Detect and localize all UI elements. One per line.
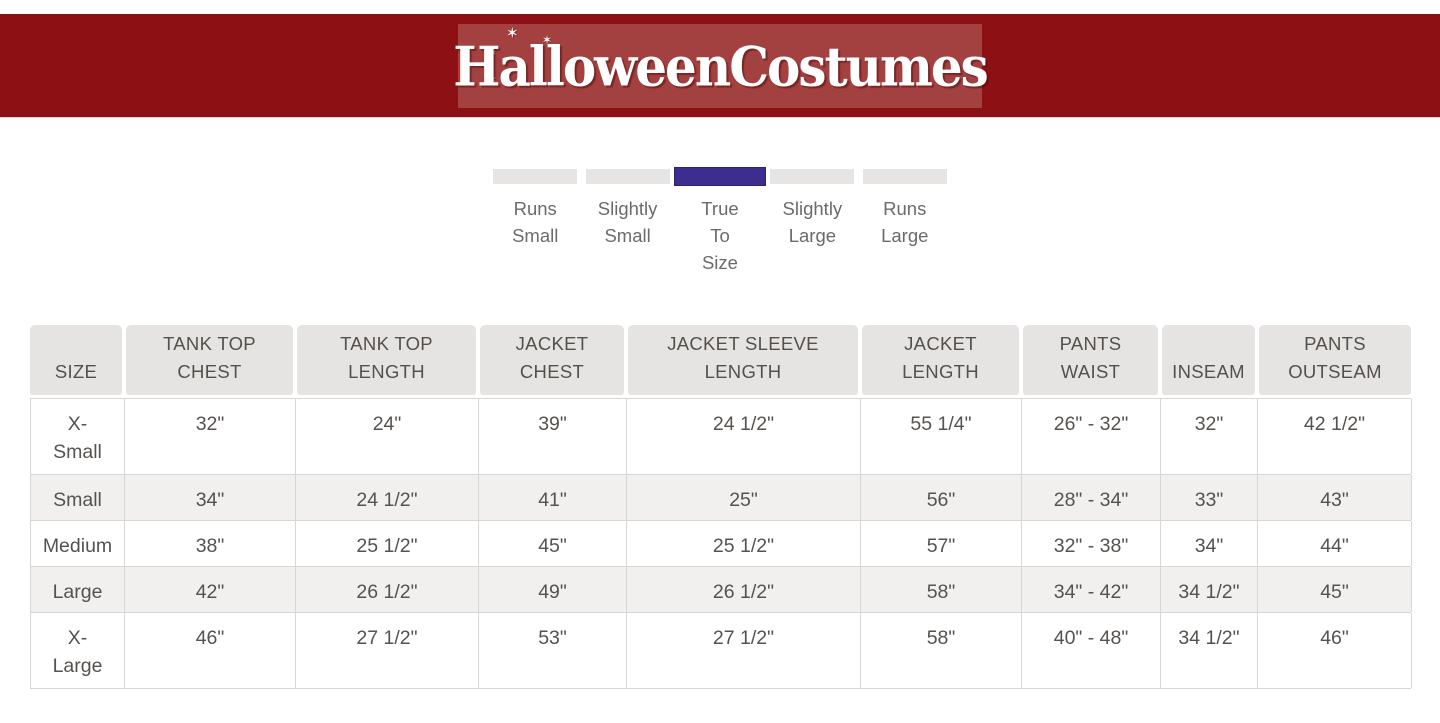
measurement-cell: 34 1/2" [1161, 613, 1258, 688]
measurement-cell: 57" [861, 521, 1022, 566]
fit-scale-section: Runs Small Slightly Small True To Size Slig… [0, 167, 1440, 276]
measurement-cell: 26" - 32" [1022, 399, 1161, 474]
table-body: X- Small 32" 24" 39" 24 1/2" 55 1/4" 26" - 32"… [30, 398, 1412, 689]
table-row: X- Small 32" 24" 39" 24 1/2" 55 1/4" 26" - 32"… [30, 398, 1412, 474]
column-header: TANK TOP LENGTH [297, 325, 476, 395]
measurement-cell: 55 1/4" [861, 399, 1022, 474]
measurement-cell: 58" [861, 567, 1022, 612]
measurement-cell: 42" [125, 567, 296, 612]
measurement-cell: 34" [125, 475, 296, 520]
measurement-cell: 25" [627, 475, 861, 520]
measurement-cell: 32" [125, 399, 296, 474]
measurement-cell: 39" [479, 399, 627, 474]
column-header: INSEAM [1162, 325, 1255, 395]
size-chart-table: SIZE TANK TOP CHEST TANK TOP LENGTH JACKET … [30, 325, 1412, 689]
measurement-cell: 32" - 38" [1022, 521, 1161, 566]
size-chart-page: ✶ ✶ ✶ ✶ HalloweenCostumes Runs Small Slig… [0, 14, 1440, 689]
star-icon: ✶ [489, 48, 497, 58]
measurement-cell: 24 1/2" [296, 475, 479, 520]
table-header-row: SIZE TANK TOP CHEST TANK TOP LENGTH JACKET … [30, 325, 1411, 398]
fit-option-4: Runs Large [859, 167, 951, 276]
measurement-cell: 45" [1258, 567, 1412, 612]
measurement-cell: 26 1/2" [296, 567, 479, 612]
measurement-cell: 25 1/2" [296, 521, 479, 566]
fit-bar-slot [489, 167, 581, 186]
fit-option-1: Slightly Small [581, 167, 673, 276]
column-header: JACKET CHEST [480, 325, 624, 395]
size-cell: Small [31, 475, 125, 520]
column-header: PANTS WAIST [1023, 325, 1158, 395]
measurement-cell: 45" [479, 521, 627, 566]
fit-bar-slot [673, 167, 766, 186]
fit-bar [585, 169, 670, 184]
measurement-cell: 56" [861, 475, 1022, 520]
column-header: JACKET LENGTH [862, 325, 1019, 395]
measurement-cell: 46" [125, 613, 296, 688]
size-cell: X- Large [31, 613, 125, 688]
measurement-cell: 33" [1161, 475, 1258, 520]
measurement-cell: 28" - 34" [1022, 475, 1161, 520]
site-logo[interactable]: ✶ ✶ ✶ ✶ HalloweenCostumes [453, 24, 989, 108]
measurement-cell: 32" [1161, 399, 1258, 474]
measurement-cell: 38" [125, 521, 296, 566]
table-row: Small 34" 24 1/2" 41" 25" 56" 28" - 34" 33" 43" [30, 474, 1412, 520]
fit-option-0: Runs Small [489, 167, 581, 276]
column-header: TANK TOP CHEST [126, 325, 293, 395]
fit-option-label: Runs Large [881, 198, 929, 246]
star-icon: ✶ [506, 25, 519, 42]
size-cell: Large [31, 567, 125, 612]
measurement-cell: 26 1/2" [627, 567, 861, 612]
measurement-cell: 42 1/2" [1258, 399, 1412, 474]
fit-bar-slot [859, 167, 951, 186]
fit-scale-indicator: Runs Small Slightly Small True To Size Slig… [489, 167, 951, 276]
table-row: Large 42" 26 1/2" 49" 26 1/2" 58" 34" - 42" 34 … [30, 566, 1412, 612]
measurement-cell: 49" [479, 567, 627, 612]
site-header-banner: ✶ ✶ ✶ ✶ HalloweenCostumes [0, 14, 1440, 118]
column-header: JACKET SLEEVE LENGTH [628, 325, 858, 395]
fit-option-label: True To Size [701, 198, 739, 273]
fit-bar-active [673, 167, 766, 186]
fit-bar [493, 169, 578, 184]
measurement-cell: 58" [861, 613, 1022, 688]
measurement-cell: 27 1/2" [627, 613, 861, 688]
measurement-cell: 46" [1258, 613, 1412, 688]
fit-bar-slot [766, 167, 858, 186]
fit-bar [862, 169, 947, 184]
fit-bar-slot [581, 167, 673, 186]
measurement-cell: 24 1/2" [627, 399, 861, 474]
fit-bar [770, 169, 855, 184]
measurement-cell: 44" [1258, 521, 1412, 566]
measurement-cell: 43" [1258, 475, 1412, 520]
measurement-cell: 40" - 48" [1022, 613, 1161, 688]
measurement-cell: 34" [1161, 521, 1258, 566]
table-row: Medium 38" 25 1/2" 45" 25 1/2" 57" 32" - 38" 34… [30, 520, 1412, 566]
measurement-cell: 34 1/2" [1161, 567, 1258, 612]
measurement-cell: 53" [479, 613, 627, 688]
fit-option-label: Slightly Large [782, 198, 843, 246]
fit-option-label: Runs Small [512, 198, 559, 246]
fit-option-2: True To Size [673, 167, 766, 276]
site-logo-text: HalloweenCostumes [453, 34, 989, 98]
star-icon: ✶ [487, 73, 498, 87]
fit-option-label: Slightly Small [597, 198, 658, 246]
column-header: SIZE [30, 325, 122, 395]
measurement-cell: 27 1/2" [296, 613, 479, 688]
size-cell: X- Small [31, 399, 125, 474]
column-header: PANTS OUTSEAM [1259, 325, 1411, 395]
fit-option-3: Slightly Large [766, 167, 858, 276]
size-cell: Medium [31, 521, 125, 566]
measurement-cell: 25 1/2" [627, 521, 861, 566]
measurement-cell: 34" - 42" [1022, 567, 1161, 612]
star-icon: ✶ [542, 33, 553, 47]
table-row: X- Large 46" 27 1/2" 53" 27 1/2" 58" 40" - 48"… [30, 612, 1412, 688]
measurement-cell: 24" [296, 399, 479, 474]
measurement-cell: 41" [479, 475, 627, 520]
